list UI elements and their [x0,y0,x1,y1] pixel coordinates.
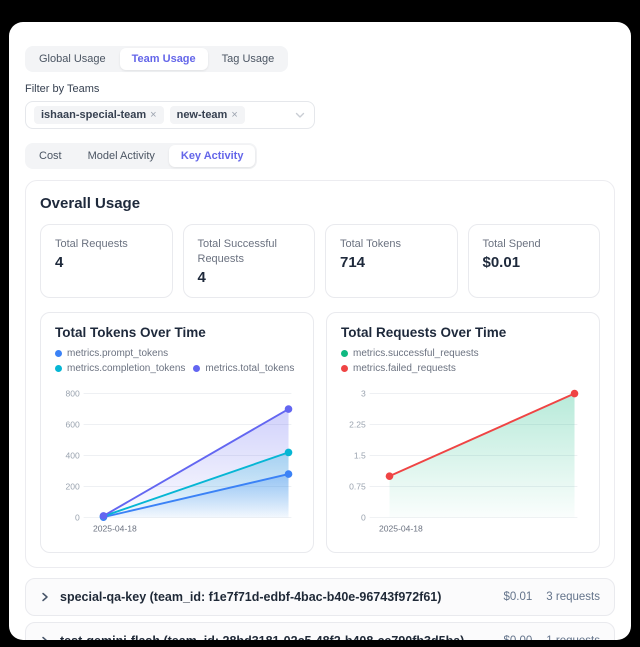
key-spend: $0.01 [503,591,533,604]
overall-usage-card: Overall Usage Total Requests 4 Total Succe… [25,180,615,569]
legend-dot-icon [193,365,201,372]
team-chip[interactable]: new-team × [169,106,245,124]
svg-text:1.5: 1.5 [354,450,366,460]
overall-usage-title: Overall Usage [40,195,141,212]
svg-text:2025-04-18: 2025-04-18 [93,524,137,534]
legend-dot-icon [341,365,348,372]
tab-model-activity[interactable]: Model Activity [87,150,155,162]
legend-item: metrics.failed_requests [341,363,456,374]
usage-scope-tabs: Global Usage Team Usage Tag Usage [25,46,289,72]
svg-text:0.75: 0.75 [349,481,366,491]
legend-item: metrics.prompt_tokens [55,348,168,359]
stat-value: 714 [340,253,366,271]
key-spend: $0.00 [504,635,533,640]
legend-item: metrics.successful_requests [341,348,479,359]
requests-area-chart: 0 0.75 1.5 2.25 3 2025-04-18 [349,388,579,534]
key-row[interactable]: test-gemini-flash (team_id: 28bd3181-02c… [25,622,615,640]
stats-row: Total Requests 4 Total Successful Requests… [40,224,600,298]
legend-label: metrics.total_tokens [205,363,295,374]
legend-item: metrics.total_tokens [193,363,294,374]
key-list: special-qa-key (team_id: f1e7f71d-edbf-4… [25,578,615,640]
svg-text:800: 800 [65,388,80,398]
svg-text:600: 600 [65,419,80,429]
key-name: special-qa-key (team_id: f1e7f71d-edbf-4… [60,590,442,605]
stat-card: Total Successful Requests 4 [182,224,315,298]
charts-row: Total Tokens Over Time metrics.prompt_to… [40,312,600,554]
filter-by-teams-label: Filter by Teams [25,83,100,95]
tab-tag-usage[interactable]: Tag Usage [221,53,275,65]
legend-dot-icon [341,350,348,357]
legend-label: metrics.successful_requests [353,348,479,359]
stat-value: $0.01 [482,253,521,271]
team-chip-label: ishaan-special-team [41,109,147,121]
legend-label: metrics.prompt_tokens [67,348,169,359]
requests-chart-title: Total Requests Over Time [341,325,507,340]
stat-card: Total Tokens 714 [325,224,458,298]
tokens-chart-legend: metrics.prompt_tokens metrics.completion_… [55,348,299,380]
stat-label: Total Spend [482,238,541,250]
dashboard-window: Global Usage Team Usage Tag Usage Filter b… [9,22,631,640]
legend-item: metrics.completion_tokens [55,363,185,374]
legend-label: metrics.completion_tokens [67,363,186,374]
stat-label: Total Requests [55,238,128,250]
svg-text:200: 200 [65,481,80,491]
tab-global-usage[interactable]: Global Usage [39,53,106,65]
stat-label: Total Successful Requests [197,238,277,265]
selected-teams: ishaan-special-team × new-team × [34,106,245,124]
stat-card: Total Requests 4 [40,224,173,298]
chevron-right-icon[interactable] [40,591,50,603]
requests-chart-legend: metrics.successful_requests metrics.faile… [341,348,585,380]
key-name: test-gemini-flash (team_id: 28bd3181-02c… [60,634,464,640]
team-chip-label: new-team [176,109,228,121]
chevron-down-icon[interactable] [294,109,306,121]
chevron-right-icon[interactable] [40,635,50,640]
tab-team-usage[interactable]: Team Usage [119,48,208,70]
team-filter-select[interactable]: ishaan-special-team × new-team × [25,101,315,129]
chip-remove-icon[interactable]: × [150,109,157,121]
svg-text:2.25: 2.25 [349,419,366,429]
legend-dot-icon [55,365,62,372]
svg-text:0: 0 [75,512,80,522]
team-chip[interactable]: ishaan-special-team × [34,106,164,124]
key-row[interactable]: special-qa-key (team_id: f1e7f71d-edbf-4… [25,578,615,617]
stat-value: 4 [55,253,64,271]
tab-cost[interactable]: Cost [39,150,62,162]
key-request-count: 1 requests [546,635,600,640]
tab-key-activity[interactable]: Key Activity [168,145,256,167]
requests-chart-card: Total Requests Over Time metrics.success… [326,312,600,554]
svg-text:3: 3 [361,388,366,398]
svg-text:400: 400 [65,450,80,460]
svg-text:0: 0 [361,512,366,522]
activity-tabs: Cost Model Activity Key Activity [25,143,258,169]
key-request-count: 3 requests [546,591,600,604]
stat-value: 4 [197,268,206,286]
legend-label: metrics.failed_requests [353,363,456,374]
tokens-chart-title: Total Tokens Over Time [55,325,206,340]
stat-card: Total Spend $0.01 [467,224,600,298]
tokens-chart-card: Total Tokens Over Time metrics.prompt_to… [40,312,314,554]
tokens-area-chart: 0 200 400 600 800 2025-04-18 [65,388,293,534]
chip-remove-icon[interactable]: × [231,109,238,121]
svg-text:2025-04-18: 2025-04-18 [379,524,423,534]
stat-label: Total Tokens [340,238,401,250]
legend-dot-icon [55,350,62,357]
